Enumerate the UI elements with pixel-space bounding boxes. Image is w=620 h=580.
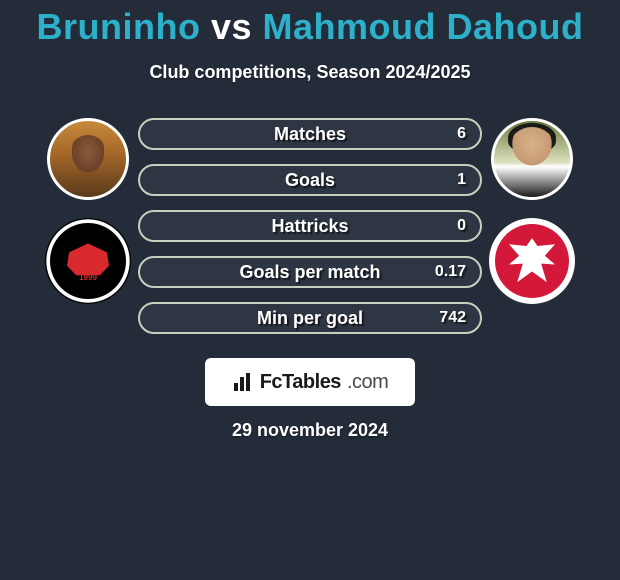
- stat-bar: 0.17Goals per match: [138, 256, 482, 288]
- title-vs: vs: [211, 6, 252, 47]
- player2-avatar: [491, 118, 573, 200]
- player1-club-logo: [45, 218, 131, 304]
- stats-bars: 6Matches 1Goals 0Hattricks 0.17Goals per ma…: [138, 108, 482, 334]
- branding-text-1: FcTables: [260, 371, 341, 394]
- stat-bar: 742Min per goal: [138, 302, 482, 334]
- player1-column: [38, 108, 138, 304]
- stat-bar: 0Hattricks: [138, 210, 482, 242]
- title-player1: Bruninho: [36, 6, 200, 47]
- title-player2: Mahmoud Dahoud: [263, 6, 584, 47]
- stat-label: Matches: [140, 120, 480, 148]
- bar-chart-icon: [232, 371, 254, 393]
- stat-label: Goals: [140, 166, 480, 194]
- player2-club-logo: [489, 218, 575, 304]
- stat-bar: 1Goals: [138, 164, 482, 196]
- branding-badge: FcTables .com: [205, 358, 415, 406]
- comparison-title: Bruninho vs Mahmoud Dahoud: [0, 0, 620, 48]
- date-stamp: 29 november 2024: [0, 420, 620, 441]
- subtitle: Club competitions, Season 2024/2025: [0, 62, 620, 83]
- player2-column: [482, 108, 582, 304]
- stat-label: Min per goal: [140, 304, 480, 332]
- stat-label: Hattricks: [140, 212, 480, 240]
- stat-bar: 6Matches: [138, 118, 482, 150]
- branding-text-2: .com: [347, 371, 388, 394]
- content-row: 6Matches 1Goals 0Hattricks 0.17Goals per ma…: [0, 108, 620, 334]
- player1-avatar: [47, 118, 129, 200]
- stat-label: Goals per match: [140, 258, 480, 286]
